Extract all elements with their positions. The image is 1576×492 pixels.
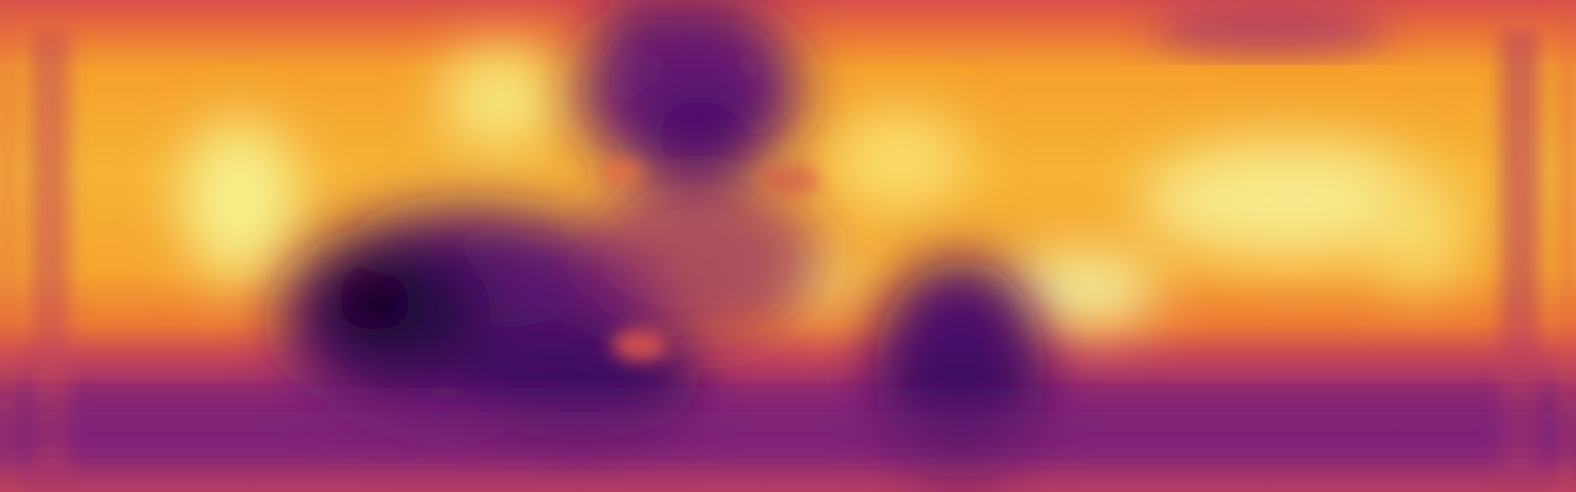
floor-band xyxy=(0,400,1576,492)
warm-spots xyxy=(598,162,820,361)
top-right-dark xyxy=(1150,5,1390,55)
